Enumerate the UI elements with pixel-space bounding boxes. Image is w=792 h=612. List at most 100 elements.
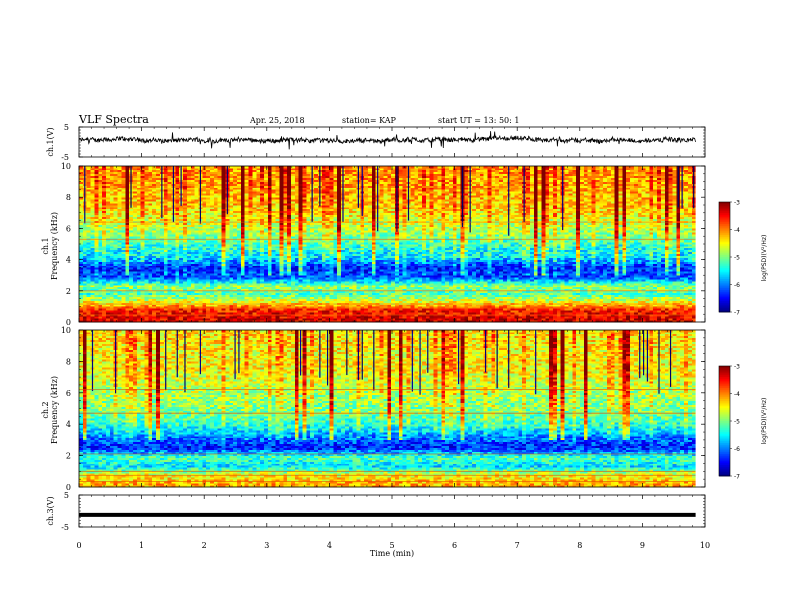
spectrogram-cell — [233, 244, 238, 247]
spectrogram-cell — [271, 292, 276, 295]
spectrogram-cell — [233, 214, 238, 217]
spectrogram-cell — [302, 210, 307, 214]
spectrogram-cell — [148, 206, 153, 210]
spectrogram-cell — [256, 210, 261, 214]
spectrogram-cell — [86, 185, 91, 188]
spectrogram-cell — [248, 244, 253, 247]
spectrogram-cell — [302, 263, 307, 266]
spectrogram-cell — [229, 251, 234, 255]
spectrogram-cell — [240, 199, 246, 202]
spectrogram-cell — [159, 234, 165, 237]
spectrogram-cell — [140, 286, 145, 290]
spectrogram-cell — [94, 218, 99, 221]
spectrogram-cell — [105, 312, 111, 315]
spectrogram-cell — [244, 251, 249, 255]
spectrogram-cell — [98, 294, 103, 297]
spectrogram-cell — [198, 267, 203, 270]
spectrogram-cell — [171, 257, 176, 260]
spectrogram-cell — [306, 259, 311, 262]
spectrogram-cell — [113, 240, 118, 243]
spectrogram-cell — [167, 253, 172, 256]
spectrogram-cell — [202, 236, 207, 239]
spectrogram-cell — [175, 281, 180, 284]
spectrogram-cell — [117, 236, 122, 239]
spectrogram-cell — [132, 173, 138, 177]
spectrogram-cell — [171, 253, 176, 256]
spectrogram-cell — [279, 302, 284, 305]
spectrogram-cell — [117, 203, 122, 206]
spectrogram-cell — [306, 236, 311, 239]
spectrogram-cell — [237, 177, 242, 180]
spectrogram-cell — [294, 308, 299, 311]
spectrogram-cell — [94, 302, 99, 305]
spectrogram-cell — [271, 185, 276, 188]
spectrogram-cell — [260, 195, 265, 198]
spectrogram-cell — [109, 199, 114, 202]
spectrogram-cell — [283, 271, 288, 274]
spectrogram-cell — [290, 173, 296, 177]
spectrogram-cell — [86, 226, 91, 229]
spectrogram-cell — [136, 288, 141, 292]
spectrogram-cell — [275, 230, 280, 233]
spectrogram-cell — [183, 257, 188, 260]
spectrogram-cell — [132, 169, 138, 173]
spectrogram-cell — [90, 255, 95, 258]
spectrogram-cell — [298, 281, 303, 284]
spectrogram-cell — [252, 312, 257, 315]
spectrogram-cell — [90, 261, 95, 264]
spectrogram-cell — [125, 251, 130, 255]
spectrogram-cell — [163, 230, 168, 233]
spectrogram-cell — [163, 263, 168, 266]
spectrogram-cell — [186, 181, 192, 184]
spectrogram-cell — [144, 169, 149, 173]
spectrogram-cell — [302, 187, 307, 190]
spectrogram-cell — [152, 286, 157, 290]
spectrogram-cell — [86, 261, 91, 264]
spectrogram-cell — [129, 214, 134, 217]
spectrogram-cell — [117, 284, 122, 288]
spectrogram-cell — [302, 298, 307, 301]
spectrogram-cell — [244, 208, 249, 212]
spectrogram-cell — [159, 288, 165, 292]
spectrogram-cell — [194, 277, 199, 280]
spectrogram-cell — [237, 232, 242, 235]
spectrogram-cell — [217, 261, 222, 264]
spectrogram-cell — [159, 286, 165, 290]
spectrogram-cell — [144, 195, 149, 198]
spectrogram-cell — [302, 283, 307, 286]
spectrogram-cell — [140, 310, 145, 313]
spectrogram-cell — [105, 306, 111, 309]
spectrogram-cell — [98, 259, 103, 262]
spectrogram-cell — [144, 191, 149, 194]
spectrogram-cell — [294, 304, 299, 307]
spectrogram-cell — [287, 216, 292, 219]
spectrogram-cell — [198, 308, 203, 311]
spectrogram-cell — [86, 249, 91, 253]
spectrogram-cell — [109, 185, 114, 188]
spectrogram-cell — [194, 193, 199, 196]
spectrogram-cell — [217, 240, 222, 243]
spectrogram-cell — [132, 183, 138, 186]
spectrogram-cell — [186, 166, 192, 169]
spectrogram-cell — [229, 203, 234, 206]
spectrogram-cell — [233, 263, 238, 266]
spectrogram-cell — [294, 220, 299, 223]
spectrogram-cell — [310, 257, 315, 260]
spectrogram-cell — [94, 263, 99, 266]
spectrogram-cell — [194, 166, 199, 169]
spectrogram-cell — [175, 259, 180, 262]
spectrogram-cell — [252, 189, 257, 192]
spectrogram-cell — [194, 316, 199, 319]
spectrogram-cell — [125, 222, 130, 225]
spectrogram-cell — [105, 187, 111, 190]
spectrogram-cell — [190, 183, 195, 186]
spectrogram-cell — [144, 283, 149, 286]
spectrogram-cell — [117, 318, 122, 321]
spectrogram-cell — [271, 218, 276, 221]
spectrogram-cell — [248, 316, 253, 319]
spectrogram-cell — [310, 310, 315, 313]
spectrogram-cell — [136, 247, 141, 251]
spectrogram-cell — [105, 290, 111, 294]
spectrogram-cell — [202, 275, 207, 278]
spectrogram-cell — [109, 216, 114, 219]
